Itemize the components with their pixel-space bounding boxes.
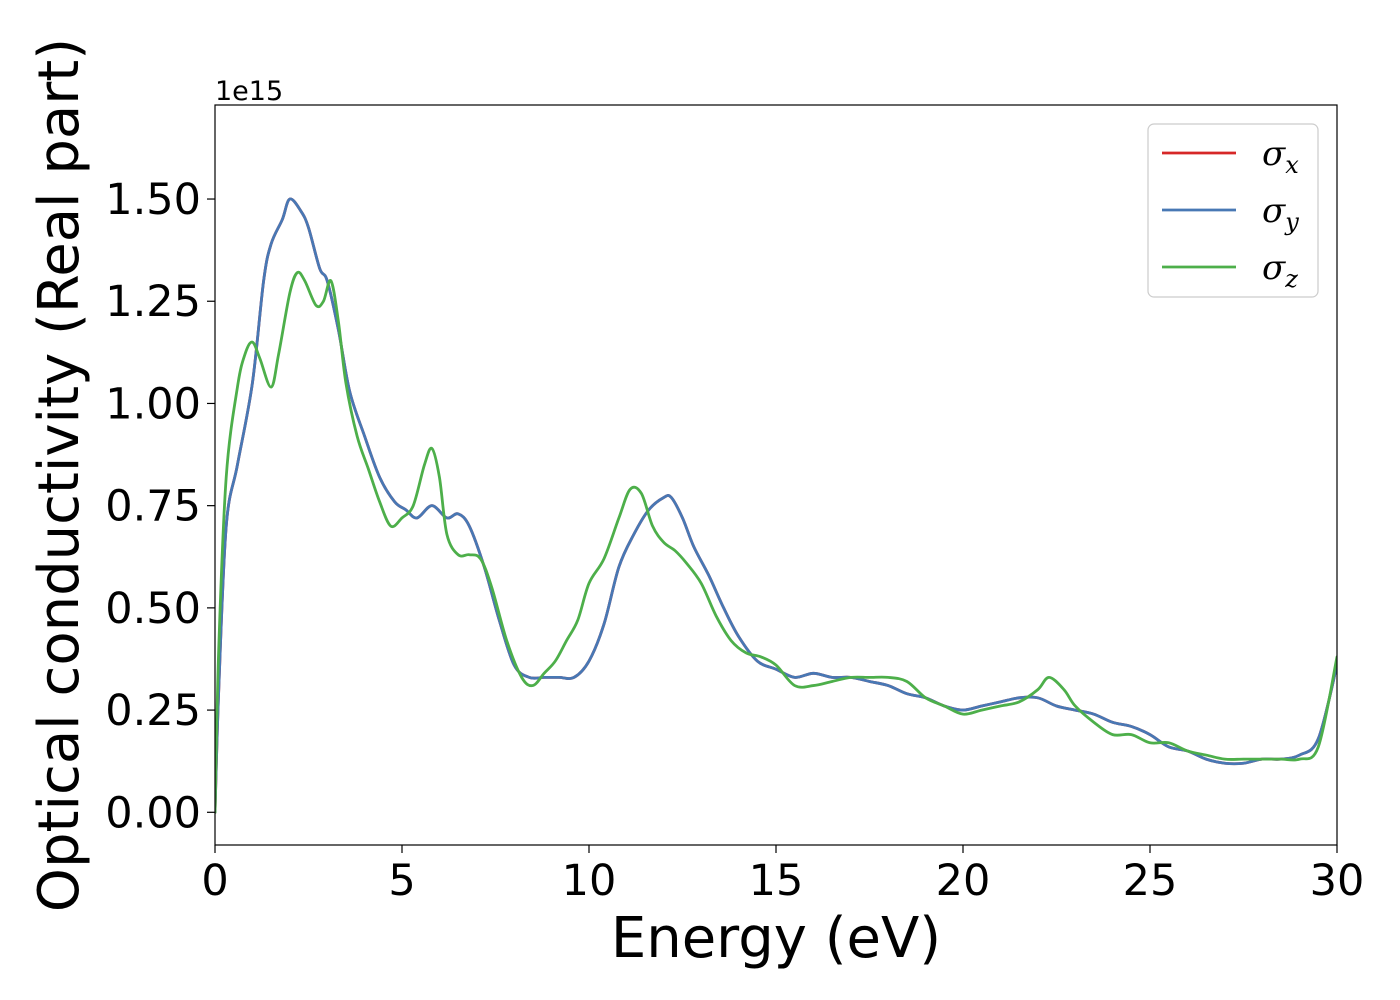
series-line-z	[215, 270, 1337, 814]
y-axis: 0.00 0.25 0.50 0.75 1.00 1.25 1.50	[105, 175, 215, 838]
x-tick-label: 0	[201, 856, 228, 906]
x-axis: 0 5 10 15 20 25 30	[201, 845, 1364, 906]
y-tick-label: 0.75	[105, 482, 201, 532]
x-tick-label: 20	[936, 856, 991, 906]
legend-label-z: σz	[1262, 248, 1298, 293]
y-tick-label: 1.00	[105, 379, 201, 429]
x-axis-label: Energy (eV)	[611, 906, 941, 971]
y-tick-label: 0.25	[105, 686, 201, 736]
series-lines	[215, 197, 1337, 814]
legend-label-x: σx	[1262, 134, 1299, 179]
x-tick-label: 25	[1123, 856, 1178, 906]
y-tick-label: 0.50	[105, 584, 201, 634]
x-tick-label: 5	[388, 856, 415, 906]
y-offset-text: 1e15	[215, 76, 283, 107]
y-tick-label: 0.00	[105, 788, 201, 838]
y-tick-label: 1.25	[105, 277, 201, 327]
legend-label-y: σy	[1262, 191, 1299, 236]
series-line-y	[215, 197, 1337, 814]
y-tick-label: 1.50	[105, 175, 201, 225]
x-tick-label: 30	[1310, 856, 1365, 906]
x-tick-label: 15	[749, 856, 804, 906]
x-tick-label: 10	[562, 856, 617, 906]
legend: σx σy σz	[1147, 123, 1319, 298]
y-axis-label: Optical conductivity (Real part)	[27, 38, 92, 912]
